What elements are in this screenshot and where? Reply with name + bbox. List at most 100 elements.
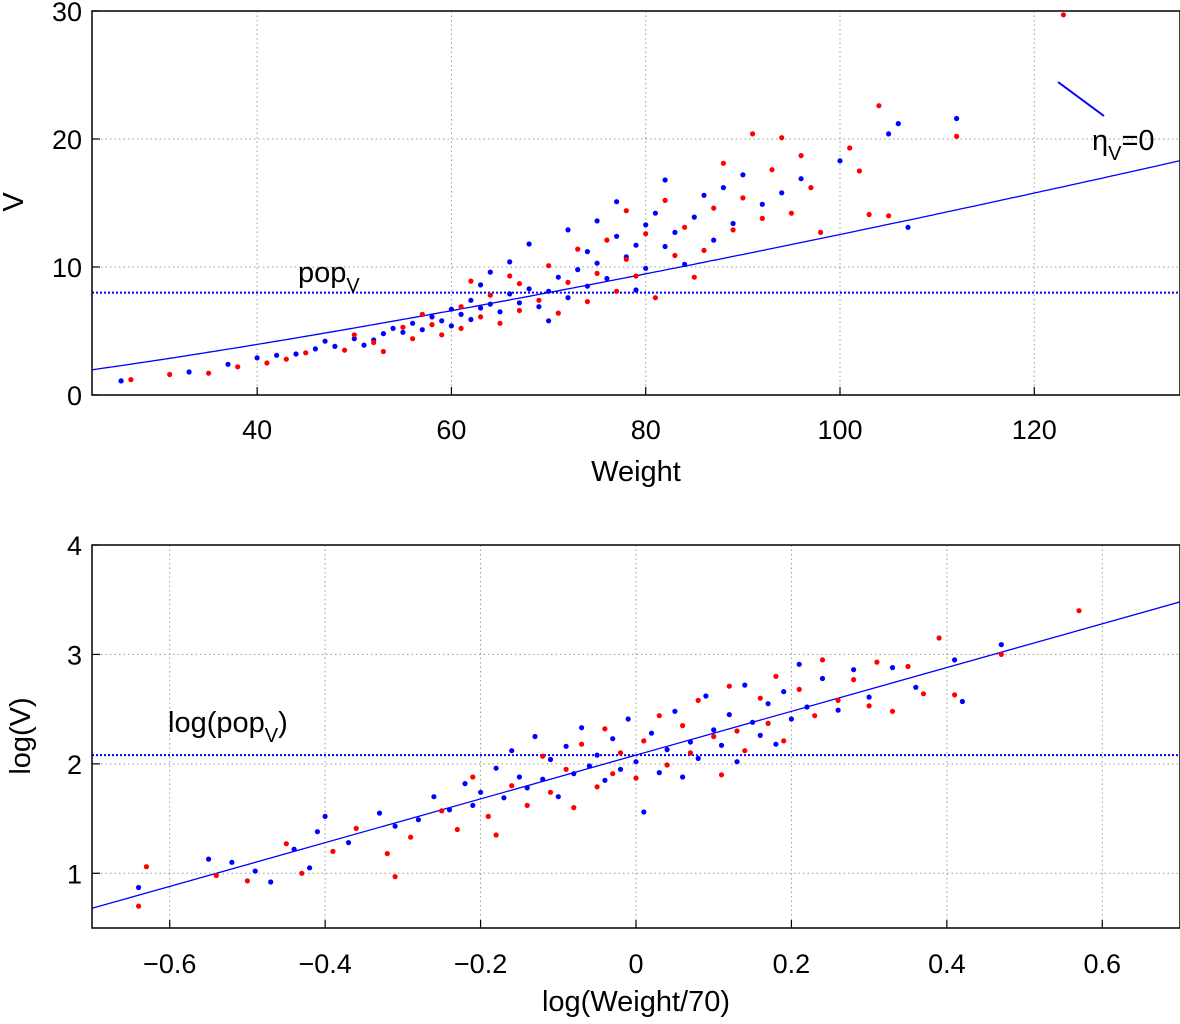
red-data-point bbox=[623, 208, 629, 214]
red-data-point bbox=[458, 304, 464, 310]
bottom-model-line bbox=[91, 601, 1180, 909]
red-data-point bbox=[1060, 12, 1066, 18]
red-data-point bbox=[641, 738, 647, 744]
blue-data-point bbox=[563, 743, 569, 749]
blue-data-point bbox=[497, 309, 503, 315]
red-data-point bbox=[701, 247, 707, 253]
red-data-point bbox=[672, 252, 678, 259]
blue-data-point bbox=[773, 741, 779, 747]
blue-data-point bbox=[680, 774, 686, 780]
red-data-point bbox=[952, 692, 958, 698]
red-data-point bbox=[759, 215, 765, 221]
red-data-point bbox=[851, 677, 857, 683]
red-data-point bbox=[730, 227, 736, 233]
bottom-x-tick-labels: −0.6 −0.4 −0.2 0 0.2 0.4 0.6 bbox=[143, 949, 1121, 979]
x-tick-label: 100 bbox=[817, 415, 862, 445]
blue-data-point bbox=[759, 201, 765, 207]
red-data-point bbox=[819, 657, 826, 663]
x-tick-label: −0.4 bbox=[298, 949, 351, 979]
red-data-point bbox=[643, 231, 649, 237]
blue-data-point bbox=[415, 817, 421, 823]
y-tick-label: 4 bbox=[67, 531, 82, 561]
red-data-point bbox=[563, 766, 569, 772]
blue-data-point bbox=[866, 694, 872, 700]
blue-data-point bbox=[252, 868, 258, 874]
red-data-point bbox=[283, 841, 289, 847]
red-data-point bbox=[788, 210, 795, 216]
red-data-point bbox=[584, 299, 591, 305]
red-data-point bbox=[470, 774, 476, 780]
blue-data-point bbox=[487, 269, 493, 275]
blue-data-point bbox=[516, 774, 523, 780]
red-data-point bbox=[143, 864, 149, 870]
blue-data-point bbox=[229, 859, 235, 865]
red-data-point bbox=[711, 733, 717, 740]
red-data-point bbox=[664, 762, 670, 768]
blue-data-point bbox=[614, 233, 620, 239]
red-data-point bbox=[604, 237, 610, 243]
blue-data-point bbox=[312, 346, 318, 352]
red-data-point bbox=[835, 697, 841, 704]
bottom-y-tick-labels: 1 2 3 4 bbox=[67, 531, 82, 889]
red-data-point bbox=[497, 320, 503, 326]
blue-data-point bbox=[516, 300, 523, 306]
red-data-point bbox=[876, 103, 882, 109]
red-data-point bbox=[652, 295, 659, 301]
blue-data-point bbox=[507, 259, 513, 265]
red-data-point bbox=[856, 168, 863, 174]
blue-data-point bbox=[633, 242, 639, 248]
red-data-point bbox=[818, 229, 824, 235]
blue-data-point bbox=[718, 742, 725, 748]
red-data-point bbox=[720, 160, 727, 166]
red-data-point bbox=[687, 750, 694, 756]
red-data-point bbox=[507, 273, 513, 279]
red-data-point bbox=[454, 826, 460, 833]
red-data-point bbox=[633, 775, 639, 781]
x-tick-label: 120 bbox=[1012, 415, 1057, 445]
red-data-point bbox=[524, 802, 530, 809]
blue-data-point bbox=[565, 227, 571, 233]
bottom-x-axis-label: log(Weight/70) bbox=[542, 986, 730, 1018]
blue-data-point bbox=[788, 716, 795, 722]
blue-data-point bbox=[332, 343, 338, 349]
red-data-point bbox=[691, 274, 697, 280]
blue-data-point bbox=[307, 865, 313, 871]
blue-data-point bbox=[268, 879, 274, 885]
blue-data-point bbox=[392, 823, 398, 829]
red-data-point bbox=[509, 783, 515, 789]
log-pop-v-annotation: log(popV) bbox=[168, 707, 288, 747]
red-data-point bbox=[773, 673, 779, 679]
top-y-axis-label: V bbox=[0, 192, 30, 212]
blue-data-point bbox=[118, 378, 124, 384]
red-data-point bbox=[614, 288, 620, 294]
blue-data-point bbox=[526, 286, 532, 292]
blue-data-point bbox=[322, 813, 328, 820]
blue-data-point bbox=[819, 675, 826, 682]
blue-data-point bbox=[546, 288, 552, 294]
model-line bbox=[91, 601, 1180, 909]
red-data-point bbox=[429, 322, 435, 328]
blue-data-point bbox=[509, 748, 515, 754]
blue-data-point bbox=[711, 237, 717, 243]
red-data-point bbox=[136, 903, 142, 909]
blue-data-point bbox=[594, 752, 600, 758]
blue-data-point bbox=[293, 351, 299, 357]
y-tick-label: 1 bbox=[67, 859, 82, 889]
blue-data-point bbox=[695, 755, 701, 762]
blue-data-point bbox=[507, 291, 513, 297]
blue-data-point bbox=[546, 318, 552, 324]
red-data-point bbox=[468, 278, 474, 284]
blue-data-point bbox=[571, 771, 577, 777]
blue-data-point bbox=[448, 323, 454, 329]
red-data-point bbox=[400, 324, 406, 330]
red-data-point bbox=[371, 339, 377, 346]
red-data-point bbox=[547, 789, 554, 795]
red-data-point bbox=[623, 256, 629, 262]
red-data-point bbox=[656, 713, 662, 719]
red-data-point bbox=[487, 292, 493, 298]
blue-data-point bbox=[656, 770, 662, 776]
blue-data-point bbox=[462, 781, 468, 787]
red-data-point bbox=[439, 332, 445, 338]
x-tick-label: 0 bbox=[628, 949, 643, 979]
x-tick-label: −0.6 bbox=[143, 949, 196, 979]
